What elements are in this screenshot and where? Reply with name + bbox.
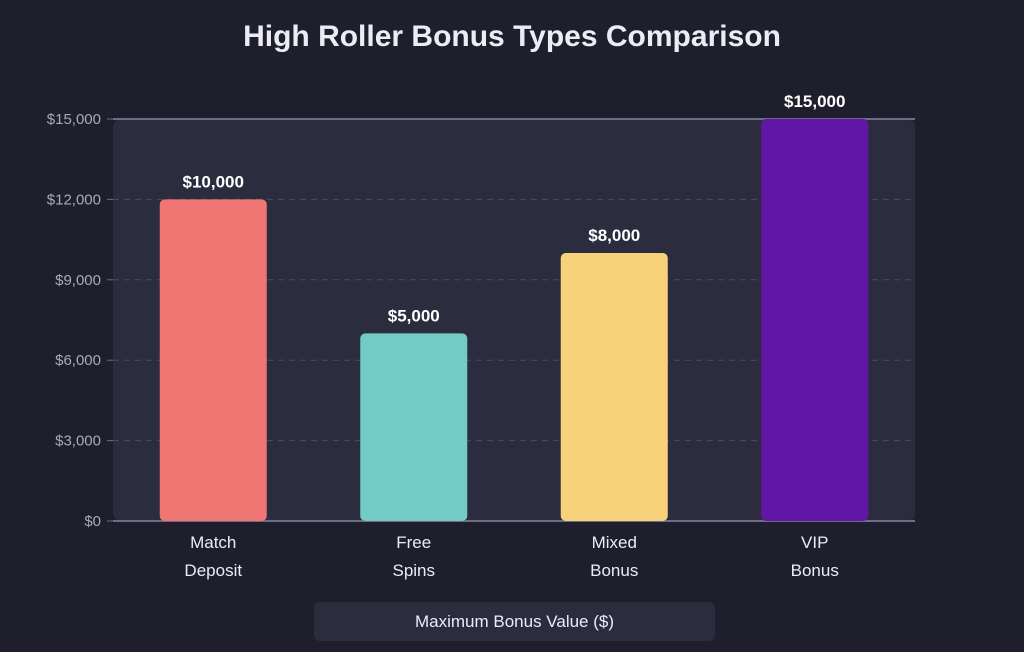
data-labels: $10,000 $5,000 $8,000 $15,000 [183, 92, 846, 325]
chart-title: High Roller Bonus Types Comparison [243, 20, 781, 53]
x-tick-label: VIP Bonus [791, 533, 839, 580]
data-label: $5,000 [388, 306, 440, 325]
y-tick-label: $15,000 [47, 111, 101, 128]
x-tick-label: Mixed Bonus [590, 533, 638, 580]
bar [159, 199, 267, 521]
bar [360, 333, 468, 521]
x-tick-label: Free Spins [392, 533, 435, 580]
plot-area [113, 119, 915, 521]
y-axis: $0 $3,000 $6,000 $9,000 $12,000 $15,000 [47, 111, 113, 530]
bar [560, 253, 668, 521]
bar-chart: $0 $3,000 $6,000 $9,000 $12,000 $15,000 $10,0… [47, 92, 915, 580]
y-tick-label: $0 [84, 513, 101, 530]
legend: Maximum Bonus Value ($) [314, 602, 715, 641]
x-tick-label: Match Deposit [184, 533, 242, 580]
data-label: $10,000 [183, 172, 244, 191]
y-tick-label: $3,000 [55, 433, 101, 450]
data-label: $8,000 [588, 226, 640, 245]
y-tick-label: $6,000 [55, 352, 101, 369]
bars [159, 119, 869, 521]
bar [761, 119, 869, 521]
y-tick-label: $12,000 [47, 191, 101, 208]
data-label: $15,000 [784, 92, 845, 111]
y-tick-label: $9,000 [55, 272, 101, 289]
x-axis: Match Deposit Free Spins Mixed Bonus VIP Bonus [184, 533, 838, 580]
